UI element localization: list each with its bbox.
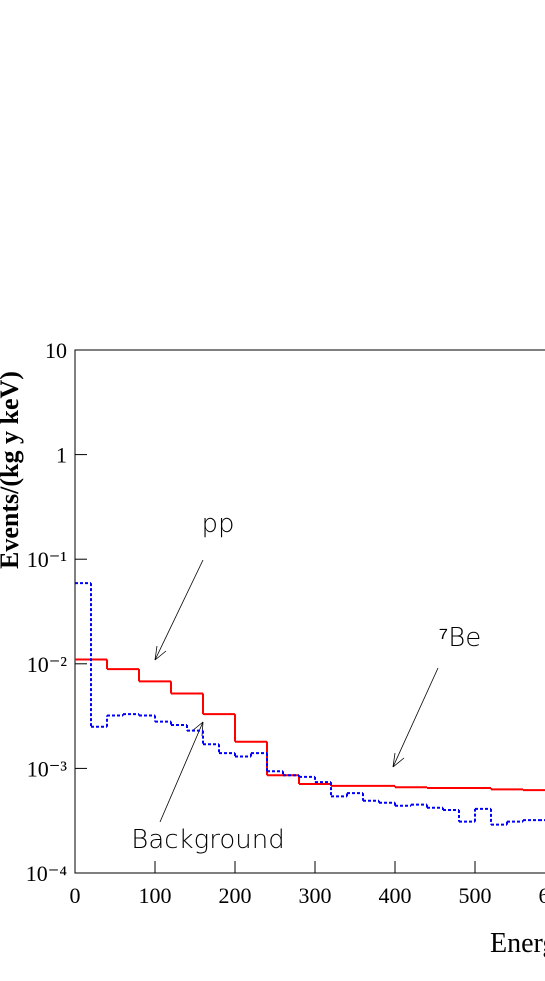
x-tick-label: 300 <box>299 883 332 908</box>
y-axis-label: Events/(kg y keV) <box>0 371 24 569</box>
y-tick-label: 10 <box>45 338 67 363</box>
y-tick-label: 10⁻¹ <box>27 547 67 572</box>
x-tick-label: 0 <box>70 883 81 908</box>
arrows <box>154 559 439 823</box>
annotation: pp <box>201 509 234 539</box>
y-tick-label: 10⁻⁴ <box>26 861 68 886</box>
frame <box>74 349 545 874</box>
y-tick-label: 10⁻³ <box>27 756 68 781</box>
x-tick-label: 600 <box>539 883 545 908</box>
x-axis-label: Energ <box>490 928 545 959</box>
y-tick-label: 1 <box>56 443 67 468</box>
y-tick-label: 10⁻² <box>27 652 68 677</box>
x-tick-label: 400 <box>379 883 412 908</box>
x-tick-label: 200 <box>219 883 252 908</box>
annotation: Background <box>131 825 284 855</box>
x-tick-label: 500 <box>459 883 492 908</box>
annotation: ⁷Be <box>439 623 481 653</box>
x-tick-label: 100 <box>139 883 172 908</box>
